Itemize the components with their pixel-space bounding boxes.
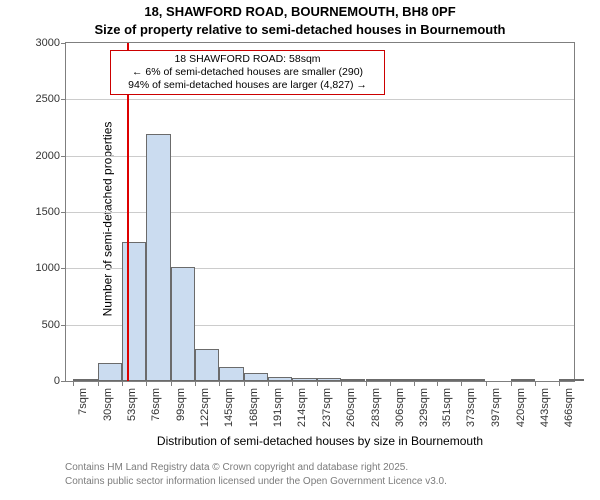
x-tick-label: 420sqm — [515, 388, 527, 427]
x-tick-mark — [486, 382, 487, 386]
x-tick-mark — [366, 382, 367, 386]
x-tick-label: 30sqm — [102, 388, 114, 421]
x-tick-mark — [535, 382, 536, 386]
y-tick-label: 1500 — [0, 206, 60, 218]
x-tick-label: 351sqm — [441, 388, 453, 427]
x-tick-mark — [195, 382, 196, 386]
histogram-bar — [317, 378, 341, 381]
histogram-bar — [244, 373, 268, 381]
x-tick-mark — [292, 382, 293, 386]
histogram-bar — [390, 379, 414, 381]
histogram-bar — [559, 379, 583, 381]
x-tick-label: 7sqm — [77, 388, 89, 415]
x-tick-label: 145sqm — [223, 388, 235, 427]
x-tick-label: 122sqm — [199, 388, 211, 427]
x-tick-label: 260sqm — [345, 388, 357, 427]
histogram-bar — [268, 377, 292, 382]
gridline — [66, 212, 574, 213]
x-tick-label: 329sqm — [418, 388, 430, 427]
y-tick-label: 0 — [0, 375, 60, 387]
x-tick-mark — [73, 382, 74, 386]
x-tick-mark — [559, 382, 560, 386]
x-tick-label: 397sqm — [490, 388, 502, 427]
x-tick-mark — [171, 382, 172, 386]
x-tick-mark — [244, 382, 245, 386]
histogram-bar — [461, 379, 485, 381]
x-tick-mark — [146, 382, 147, 386]
x-tick-label: 443sqm — [539, 388, 551, 427]
y-tick-label: 2000 — [0, 150, 60, 162]
x-tick-mark — [122, 382, 123, 386]
histogram-bar — [195, 349, 219, 381]
histogram-bar — [171, 267, 195, 381]
x-tick-label: 99sqm — [175, 388, 187, 421]
x-axis-label: Distribution of semi-detached houses by … — [65, 434, 575, 448]
annotation-line3: 94% of semi-detached houses are larger (… — [115, 79, 380, 92]
title-line1: 18, SHAWFORD ROAD, BOURNEMOUTH, BH8 0PF — [0, 4, 600, 19]
x-tick-label: 466sqm — [563, 388, 575, 427]
x-tick-label: 191sqm — [272, 388, 284, 427]
x-tick-mark — [437, 382, 438, 386]
x-tick-label: 283sqm — [370, 388, 382, 427]
y-tick-label: 3000 — [0, 37, 60, 49]
x-tick-mark — [98, 382, 99, 386]
gridline — [66, 99, 574, 100]
x-tick-mark — [268, 382, 269, 386]
gridline — [66, 156, 574, 157]
histogram-bar — [146, 134, 170, 381]
x-tick-label: 53sqm — [126, 388, 138, 421]
annotation-line1: 18 SHAWFORD ROAD: 58sqm — [115, 53, 380, 66]
x-tick-mark — [219, 382, 220, 386]
title-line2: Size of property relative to semi-detach… — [0, 22, 600, 37]
credits-line1: Contains HM Land Registry data © Crown c… — [65, 462, 408, 473]
x-tick-label: 168sqm — [248, 388, 260, 427]
y-tick-label: 500 — [0, 319, 60, 331]
x-tick-label: 76sqm — [150, 388, 162, 421]
chart-container: 18, SHAWFORD ROAD, BOURNEMOUTH, BH8 0PF … — [0, 0, 600, 500]
annotation-box: 18 SHAWFORD ROAD: 58sqm ← 6% of semi-det… — [110, 50, 385, 95]
histogram-bar — [292, 378, 316, 381]
histogram-bar — [366, 379, 390, 381]
histogram-bar — [341, 379, 365, 381]
histogram-bar — [219, 367, 243, 381]
x-tick-mark — [461, 382, 462, 386]
x-tick-label: 306sqm — [394, 388, 406, 427]
y-tick-label: 2500 — [0, 93, 60, 105]
histogram-bar — [98, 363, 122, 381]
histogram-bar — [414, 379, 438, 381]
x-tick-mark — [390, 382, 391, 386]
x-tick-mark — [317, 382, 318, 386]
x-tick-mark — [511, 382, 512, 386]
histogram-bar — [73, 379, 97, 381]
histogram-bar — [437, 379, 461, 381]
x-tick-mark — [414, 382, 415, 386]
x-tick-mark — [341, 382, 342, 386]
x-tick-label: 237sqm — [321, 388, 333, 427]
annotation-line2: ← 6% of semi-detached houses are smaller… — [115, 66, 380, 79]
histogram-bar — [511, 379, 535, 381]
x-tick-label: 214sqm — [296, 388, 308, 427]
y-tick-label: 1000 — [0, 262, 60, 274]
x-tick-label: 373sqm — [465, 388, 477, 427]
histogram-bar — [122, 242, 146, 381]
credits-line2: Contains public sector information licen… — [65, 476, 447, 487]
